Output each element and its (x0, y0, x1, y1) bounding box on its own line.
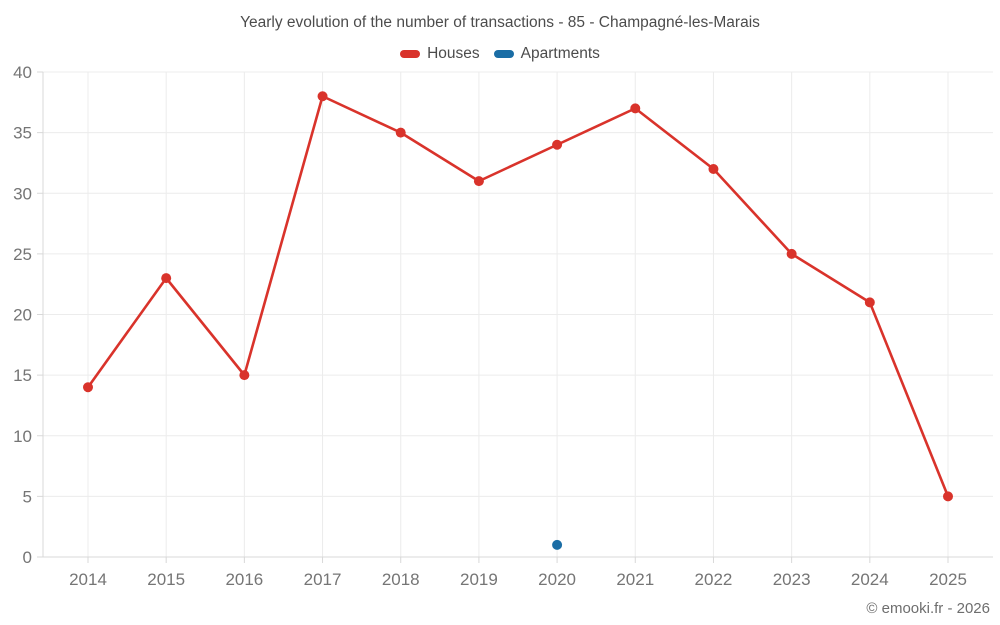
houses-point (630, 103, 641, 114)
x-tick-label: 2015 (147, 570, 185, 589)
y-tick-label: 35 (13, 124, 32, 143)
y-tick-label: 20 (13, 306, 32, 325)
x-tick-label: 2016 (225, 570, 263, 589)
y-tick-label: 40 (13, 63, 32, 82)
houses-point (239, 370, 250, 381)
copyright: © emooki.fr - 2026 (866, 600, 990, 617)
houses-legend-label: Houses (427, 45, 480, 62)
x-tick-label: 2025 (929, 570, 967, 589)
houses-point (552, 139, 563, 150)
legend-item-apartments[interactable]: Apartments (493, 45, 600, 63)
houses-point (786, 248, 797, 259)
houses-point (395, 127, 406, 138)
x-tick-label: 2018 (382, 570, 420, 589)
y-tick-label: 25 (13, 245, 32, 264)
houses-point (943, 491, 953, 502)
x-tick-label: 2022 (695, 570, 733, 589)
houses-point (317, 91, 328, 102)
houses-point (864, 297, 875, 308)
legend-item-houses[interactable]: Houses (400, 45, 480, 63)
x-tick-label: 2019 (460, 570, 498, 589)
houses-point (83, 382, 93, 393)
houses-point (161, 273, 172, 284)
x-tick-label: 2020 (538, 570, 576, 589)
houses-point (708, 164, 719, 174)
houses-line (86, 94, 950, 498)
y-tick-label: 10 (13, 427, 32, 446)
x-tick-label: 2023 (773, 570, 811, 589)
y-tick-label: 30 (13, 184, 32, 203)
apartments-point (552, 539, 563, 550)
chart-title: Yearly evolution of the number of transa… (240, 14, 760, 31)
x-tick-label: 2024 (851, 570, 889, 589)
houses-point (473, 176, 484, 187)
apartments-legend-label: Apartments (520, 45, 600, 62)
y-tick-label: 0 (23, 548, 32, 567)
y-tick-label: 5 (23, 487, 32, 506)
legend: Houses Apartments (0, 45, 1000, 63)
apartments-legend-swatch (493, 50, 514, 58)
x-tick-label: 2017 (304, 570, 342, 589)
x-tick-label: 2014 (69, 570, 107, 589)
houses-legend-swatch (400, 50, 421, 58)
x-tick-label: 2021 (616, 570, 654, 589)
y-tick-label: 15 (13, 366, 32, 385)
